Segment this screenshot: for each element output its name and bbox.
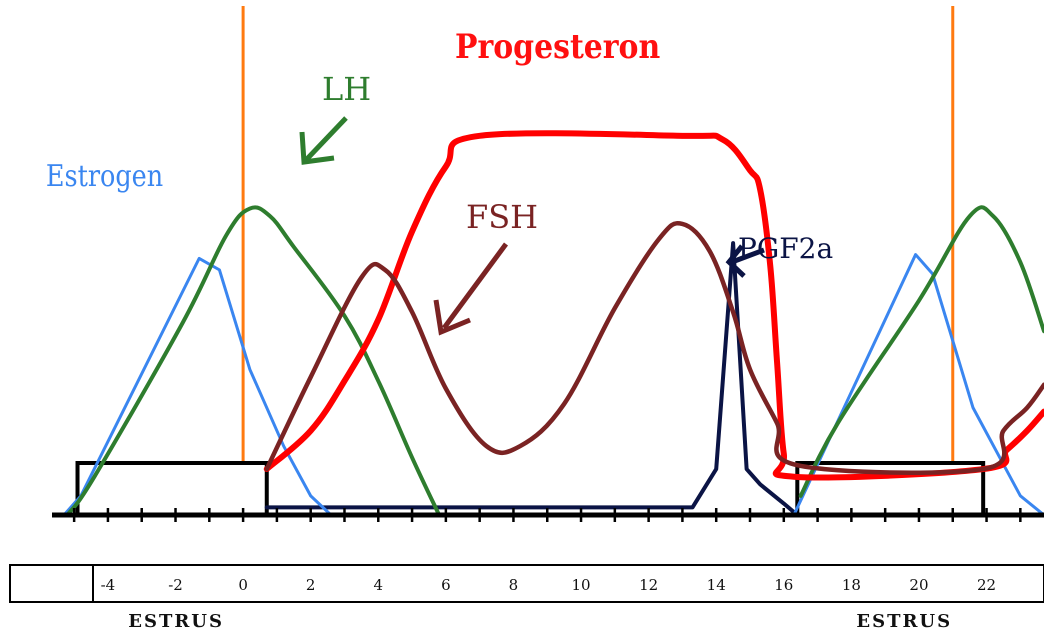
day-scale-label: -2 (168, 576, 183, 594)
series-estrogen-line-1 (792, 253, 1044, 517)
day-scale-label: -4 (101, 576, 116, 594)
series-estrogen-line-0 (62, 256, 333, 517)
day-scale-label: 14 (707, 576, 726, 594)
day-scale-frame (9, 564, 1044, 603)
estrus-label-1: ESTRUS (856, 611, 952, 632)
pgf2a-arrow (725, 244, 765, 278)
day-scale-label: 0 (238, 576, 248, 594)
day-scale-label: 12 (639, 576, 658, 594)
day-scale-label: 6 (441, 576, 451, 594)
day-scale: -4 -2 0 2 4 6 8 10 12 14 16 18 20 22 (9, 564, 1044, 603)
day-scale-label: 10 (571, 576, 590, 594)
x-axis (52, 508, 1044, 522)
label-pgf2a: PGF2a (738, 232, 833, 265)
estrus-labels: ESTRUS ESTRUS (128, 611, 952, 632)
day-scale-leading-box (9, 564, 94, 603)
label-fsh: FSH (466, 198, 538, 236)
estrus-box-0 (75, 461, 269, 517)
x-axis-ticks (72, 508, 1022, 522)
series-lines (62, 130, 1044, 517)
label-estrogen: Estrogen (46, 158, 163, 194)
series-lh-line-0 (65, 205, 442, 517)
day-scale-label: 16 (774, 576, 793, 594)
day-scale-label: 20 (909, 576, 928, 594)
label-lh: LH (322, 70, 371, 108)
day-scale-label: 8 (509, 576, 519, 594)
day-scale-label: 4 (374, 576, 384, 594)
day-scale-labels: -4 -2 0 2 4 6 8 10 12 14 16 18 20 22 (101, 576, 996, 594)
day-scale-label: 18 (842, 576, 861, 594)
series-pgf2a-line-0 (264, 241, 800, 517)
day-scale-label: 22 (977, 576, 996, 594)
fsh-arrow (433, 242, 509, 336)
day-scale-label: 2 (306, 576, 316, 594)
series-fsh-line-0 (264, 221, 1044, 475)
label-progesteron: Progesteron (455, 26, 660, 66)
series-lh-line-1 (798, 205, 1044, 498)
lh-arrow (299, 116, 348, 165)
series-progesteron-line-0 (263, 130, 1044, 481)
series-labels: Estrogen LH Progesteron FSH PGF2a (46, 26, 833, 265)
annotation-arrows (299, 116, 765, 336)
estrus-label-0: ESTRUS (128, 611, 224, 632)
vertical-markers (241, 6, 955, 515)
